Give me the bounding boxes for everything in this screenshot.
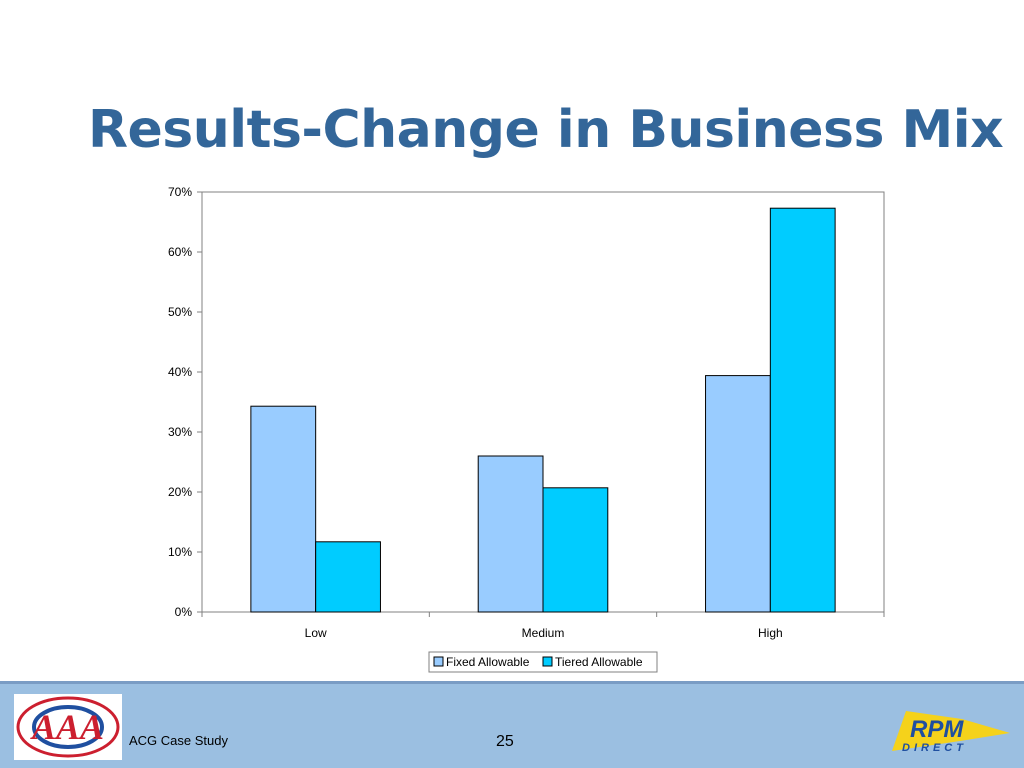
bar-fixed-allowable-medium (477, 455, 544, 613)
y-tick-label: 40% (168, 365, 192, 379)
y-tick-label: 10% (168, 545, 192, 559)
footer-bar: AAA ACG Case Study 25 RPM DIRECT (0, 681, 1024, 768)
legend-label: Fixed Allowable (446, 655, 530, 669)
y-tick-label: 50% (168, 305, 192, 319)
x-axis: Low Medium High (201, 612, 885, 640)
svg-text:RPM: RPM (910, 716, 964, 743)
legend-label: Tiered Allowable (555, 655, 643, 669)
bar-tiered-allowable-high (769, 207, 836, 613)
svg-text:DIRECT: DIRECT (902, 742, 967, 754)
page-number: 25 (496, 733, 514, 750)
footer-caption: ACG Case Study (129, 733, 228, 748)
y-tick-label: 20% (168, 485, 192, 499)
y-tick-label: 60% (168, 245, 192, 259)
bar-fixed-allowable-high (705, 375, 771, 613)
aaa-logo: AAA (14, 694, 122, 760)
x-tick-label: Low (305, 626, 327, 640)
bar-chart: 0% 10% 20% 30% 40% 50% 60% 70% Low Medium High Fi… (168, 185, 885, 673)
y-axis: 0% 10% 20% 30% 40% 50% 60% 70% (168, 185, 202, 619)
y-tick-label: 0% (175, 605, 193, 619)
x-tick-label: High (758, 626, 783, 640)
svg-text:AAA: AAA (30, 707, 104, 747)
x-tick-label: Medium (522, 626, 565, 640)
legend: Fixed Allowable Tiered Allowable (428, 651, 658, 673)
rpm-direct-logo: RPM DIRECT (888, 693, 1014, 763)
legend-swatch (433, 656, 444, 667)
y-tick-label: 30% (168, 425, 192, 439)
y-tick-label: 70% (168, 185, 192, 199)
footer-divider (0, 681, 1024, 684)
slide-title: Results-Change in Business Mix (88, 100, 1004, 160)
legend-swatch (542, 656, 553, 667)
bars (250, 207, 836, 613)
bar-fixed-allowable-low (250, 405, 317, 613)
bar-tiered-allowable-medium (542, 487, 609, 613)
bar-tiered-allowable-low (315, 541, 381, 613)
